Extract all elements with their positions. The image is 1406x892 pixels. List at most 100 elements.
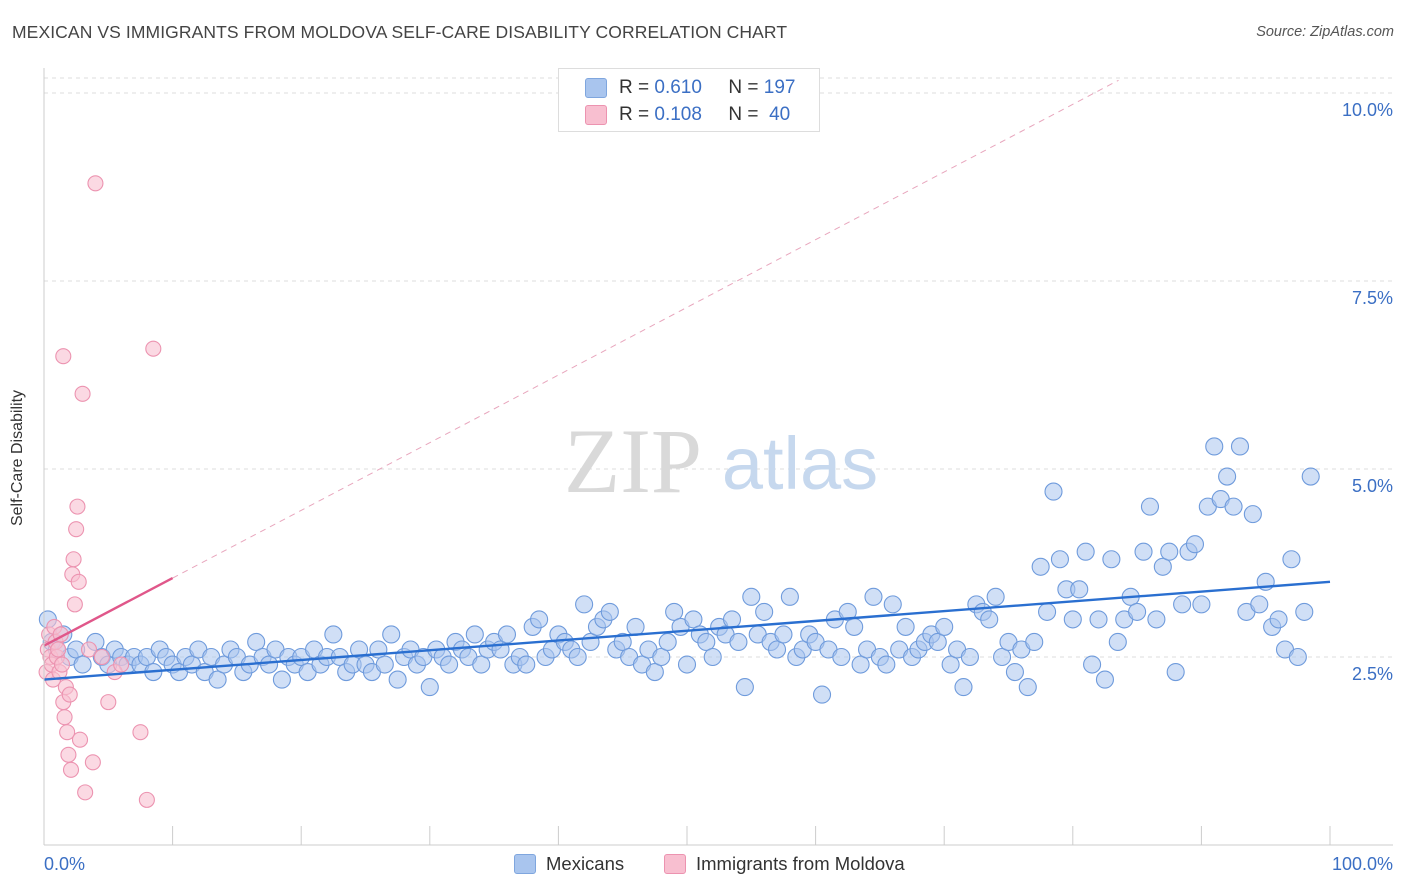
grid (44, 77, 1393, 658)
mexicans-point-166 (1108, 632, 1127, 652)
mexicans-point-109 (742, 587, 761, 606)
mexicans-point-125 (845, 617, 864, 636)
y-tick-label-0: 2.5% (1352, 664, 1393, 684)
watermark-atlas: atlas (722, 422, 878, 505)
mexicans-point-84 (581, 632, 600, 652)
legend-r-label: R = (619, 104, 650, 125)
mexicans-point-26 (208, 670, 227, 689)
mexicans-point-87 (600, 602, 619, 621)
mexicans-point-153 (1025, 632, 1044, 652)
x-tick-label-0: 0.0% (44, 854, 85, 874)
mexicans-point-175 (1166, 662, 1185, 682)
legend-n-value: 197 (763, 77, 796, 98)
mexicans-point-157 (1050, 550, 1069, 569)
mexicans-point-120 (812, 685, 832, 704)
legend-r-value: 0.610 (654, 77, 702, 98)
moldova-trend-line (43, 576, 174, 647)
mexicans-point-196 (1301, 467, 1320, 486)
legend-r-value: 0.108 (654, 104, 702, 125)
mexicans-point-184 (1224, 497, 1243, 516)
mexicans-point-161 (1076, 542, 1095, 561)
mexicans-point-95 (652, 647, 671, 667)
mexicans-point-171 (1140, 497, 1160, 516)
mexicans-point-131 (883, 595, 902, 614)
mexicans-point-97 (665, 602, 684, 621)
moldova-point-17 (60, 746, 77, 763)
moldova-point-12 (53, 656, 71, 673)
tick-labels: 2.5% 5.0% 7.5% 10.0% 0.0% 100.0% (44, 100, 1393, 874)
moldova-trend-extrapolation (172, 79, 1119, 579)
mexicans-point-154 (1031, 557, 1050, 576)
mexicans-point-152 (1018, 678, 1037, 697)
mexicans-point-176 (1173, 595, 1192, 614)
legend-n-value: 40 (769, 104, 791, 125)
y-tick-label-1: 5.0% (1352, 476, 1393, 496)
mexicans-point-133 (896, 617, 915, 636)
trend-lines (43, 576, 1331, 681)
legend-row-moldova: R = 0.108 N = 40 (585, 104, 790, 126)
mexicans-point-106 (722, 610, 742, 629)
mexicans-point-59 (420, 678, 439, 697)
mexicans-point-66 (465, 625, 484, 644)
moldova-point-32 (93, 648, 110, 666)
moldova-point-22 (66, 596, 83, 613)
moldova-point-18 (61, 686, 78, 703)
mexicans-point-99 (677, 655, 697, 674)
mexicans-point-183 (1218, 467, 1237, 486)
bottom-legend-label-moldova: Immigrants from Moldova (696, 853, 905, 874)
moldova-point-39 (55, 348, 72, 365)
mexicans-point-143 (960, 647, 979, 667)
mexicans-point-52 (375, 655, 394, 674)
mexicans-point-100 (684, 610, 703, 629)
source-note: Source: ZipAtlas.com (1256, 24, 1394, 40)
mexicans-trend-line (43, 580, 1331, 681)
mexicans-point-82 (568, 647, 587, 667)
mexicans-point-115 (780, 587, 799, 606)
mexicans-point-113 (767, 640, 787, 659)
mexicans-point-111 (755, 602, 774, 621)
axes (43, 68, 1393, 846)
moldova-point-16 (59, 724, 76, 741)
mexicans-point-160 (1070, 580, 1089, 599)
mexicans-point-128 (864, 587, 883, 606)
mexicans-point-76 (530, 610, 549, 629)
mexicans-point-114 (774, 625, 793, 644)
x-tick-label-1: 100.0% (1332, 854, 1393, 874)
mexicans-point-194 (1288, 647, 1307, 667)
mexicans-point-187 (1243, 505, 1262, 524)
bottom-legend-swatch-mexicans (514, 854, 536, 874)
moldova-point-30 (84, 754, 101, 771)
mexicans-point-74 (517, 655, 536, 674)
legend-n-label: N = (728, 77, 759, 98)
moldova-point-28 (77, 784, 94, 801)
mexicans-point-32 (247, 632, 266, 652)
mexicans-point-164 (1095, 670, 1114, 689)
bottom-legend-moldova: Immigrants from Moldova (664, 852, 905, 876)
mexicans-point-130 (877, 655, 896, 674)
watermark-zip: ZIP (564, 410, 702, 512)
mexicans-point-126 (851, 655, 870, 674)
mexicans-point-96 (658, 632, 677, 652)
moldova-point-25 (70, 573, 87, 590)
mexicans-point-108 (735, 678, 754, 697)
mexicans-point-71 (497, 625, 517, 644)
mexicans-point-181 (1205, 437, 1224, 456)
mexicans-point-173 (1153, 557, 1172, 576)
mexicans-point-155 (1038, 602, 1057, 621)
y-axis-label: Self-Care Disability (9, 389, 26, 527)
moldova-point-23 (68, 521, 85, 538)
mexicans-point-123 (832, 647, 851, 667)
mexicans-point-83 (575, 595, 594, 614)
legend-n-label: N = (728, 104, 759, 125)
moldova-point-27 (74, 385, 91, 402)
mexicans-point-185 (1230, 437, 1250, 456)
mexicans-point-193 (1282, 550, 1301, 569)
mexicans-point-148 (993, 647, 1012, 667)
mexicans-point-53 (382, 625, 401, 644)
mexicans-point-48 (350, 640, 369, 659)
moldova-point-33 (100, 694, 117, 711)
mexicans-point-191 (1269, 610, 1288, 629)
mexicans-point-124 (838, 602, 857, 621)
mexicans-point-102 (697, 632, 716, 652)
y-tick-label-3: 10.0% (1342, 100, 1393, 120)
